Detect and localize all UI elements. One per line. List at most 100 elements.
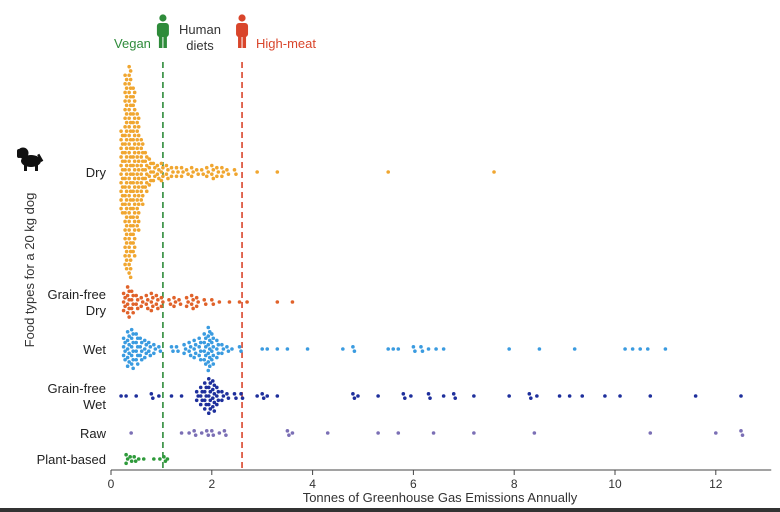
category-label: Dry bbox=[86, 165, 107, 180]
data-point bbox=[124, 129, 129, 133]
data-point bbox=[119, 198, 123, 202]
data-point bbox=[255, 394, 259, 398]
data-point bbox=[198, 349, 203, 353]
data-point bbox=[413, 349, 417, 353]
data-point bbox=[125, 457, 130, 461]
data-point bbox=[376, 431, 380, 435]
data-point bbox=[376, 394, 380, 398]
data-point bbox=[206, 402, 211, 407]
data-point bbox=[127, 116, 131, 121]
data-point bbox=[131, 86, 135, 90]
data-point bbox=[159, 295, 164, 300]
data-point bbox=[211, 336, 216, 341]
category-label: Grain-free bbox=[47, 287, 106, 302]
data-point bbox=[127, 99, 131, 103]
data-point bbox=[135, 137, 140, 142]
data-point bbox=[124, 172, 129, 176]
data-point bbox=[261, 396, 266, 400]
reference-label-high-meat: High-meat bbox=[256, 36, 316, 51]
data-point bbox=[128, 69, 133, 73]
data-point bbox=[119, 163, 123, 168]
data-point bbox=[191, 306, 195, 311]
data-point bbox=[128, 112, 133, 116]
data-point bbox=[131, 137, 135, 142]
data-point bbox=[157, 394, 161, 398]
data-point bbox=[420, 349, 425, 353]
data-point bbox=[182, 351, 186, 356]
data-point bbox=[123, 202, 127, 207]
data-point bbox=[135, 345, 140, 349]
data-point bbox=[527, 392, 532, 396]
data-point bbox=[125, 338, 130, 343]
data-point bbox=[151, 170, 156, 174]
data-point bbox=[187, 340, 191, 345]
data-point bbox=[127, 245, 131, 250]
data-point bbox=[217, 300, 222, 304]
data-point bbox=[155, 172, 160, 176]
data-point bbox=[179, 165, 184, 170]
data-point bbox=[187, 431, 191, 435]
data-point bbox=[127, 142, 131, 146]
data-point bbox=[572, 347, 577, 351]
data-point bbox=[216, 351, 221, 356]
data-point bbox=[206, 368, 211, 373]
data-point bbox=[135, 215, 140, 219]
data-point bbox=[193, 433, 198, 437]
data-point bbox=[275, 170, 280, 174]
data-point bbox=[194, 304, 199, 309]
category-label: Wet bbox=[83, 397, 106, 412]
data-point bbox=[188, 353, 193, 358]
data-point bbox=[535, 394, 539, 398]
data-point bbox=[189, 293, 194, 298]
x-tick-label: 8 bbox=[511, 477, 518, 491]
data-point bbox=[134, 349, 138, 353]
data-point bbox=[131, 232, 135, 237]
data-point bbox=[128, 146, 133, 151]
data-point bbox=[159, 304, 164, 309]
data-point bbox=[623, 347, 627, 351]
data-point bbox=[663, 347, 668, 351]
data-point bbox=[129, 289, 134, 294]
data-point bbox=[341, 347, 345, 351]
data-point bbox=[199, 431, 204, 435]
data-point bbox=[128, 86, 133, 90]
data-point bbox=[127, 262, 131, 267]
data-point bbox=[147, 183, 152, 187]
data-point bbox=[630, 347, 635, 351]
data-point bbox=[169, 345, 174, 349]
data-point bbox=[186, 172, 190, 176]
data-point bbox=[220, 398, 224, 403]
data-point bbox=[152, 342, 156, 347]
data-point bbox=[184, 304, 189, 309]
data-point bbox=[135, 163, 140, 168]
data-point bbox=[411, 345, 416, 349]
data-point bbox=[125, 302, 130, 306]
data-point bbox=[127, 360, 131, 364]
data-point bbox=[135, 353, 140, 358]
data-point bbox=[120, 185, 125, 189]
data-point bbox=[202, 349, 207, 353]
data-point bbox=[128, 129, 133, 133]
data-point bbox=[127, 254, 131, 258]
data-point bbox=[127, 306, 131, 311]
data-point bbox=[131, 223, 135, 228]
data-point bbox=[125, 347, 130, 351]
data-point bbox=[225, 345, 229, 349]
data-point bbox=[151, 396, 155, 400]
data-point bbox=[142, 338, 147, 343]
data-point bbox=[139, 198, 144, 202]
data-point bbox=[215, 165, 219, 170]
data-point bbox=[226, 172, 231, 176]
data-point bbox=[131, 332, 135, 336]
data-point bbox=[192, 347, 196, 351]
data-point bbox=[199, 168, 204, 172]
data-point bbox=[174, 345, 179, 349]
data-point bbox=[161, 174, 165, 179]
data-point bbox=[396, 431, 401, 435]
data-point bbox=[198, 340, 203, 345]
data-point bbox=[153, 347, 158, 351]
data-point bbox=[386, 347, 391, 351]
data-point bbox=[147, 340, 151, 345]
data-point bbox=[174, 165, 179, 170]
